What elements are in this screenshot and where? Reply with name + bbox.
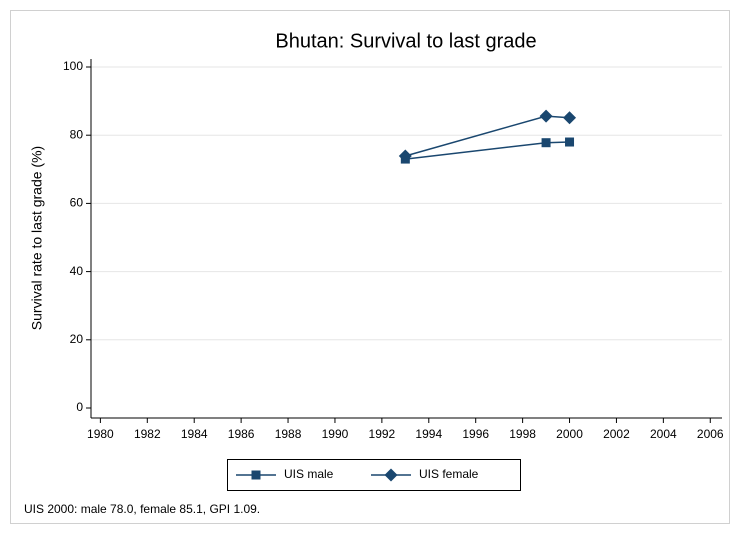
- x-tick-label: 1984: [181, 427, 208, 441]
- legend-marker: [384, 468, 398, 482]
- y-tick-label: 20: [70, 332, 84, 346]
- x-tick-label: 1982: [134, 427, 161, 441]
- y-tick-label: 80: [70, 127, 84, 141]
- x-tick-label: 1986: [228, 427, 255, 441]
- x-tick-label: 1988: [275, 427, 302, 441]
- x-tick-label: 1992: [369, 427, 396, 441]
- y-axis-label: Survival rate to last grade (%): [29, 146, 45, 330]
- chart-frame: [10, 10, 730, 524]
- x-tick-label: 1994: [415, 427, 442, 441]
- marker: [565, 137, 575, 147]
- x-tick-label: 2004: [650, 427, 677, 441]
- chart-title: Bhutan: Survival to last grade: [275, 30, 536, 52]
- x-tick-label: 2006: [697, 427, 724, 441]
- y-tick-label: 0: [76, 400, 83, 414]
- x-tick-label: 1998: [509, 427, 536, 441]
- marker: [541, 138, 551, 148]
- legend-marker: [251, 470, 261, 480]
- y-tick-label: 60: [70, 196, 84, 210]
- x-tick-label: 2000: [556, 427, 583, 441]
- note: UIS 2000: male 78.0, female 85.1, GPI 1.…: [24, 502, 260, 516]
- legend-label: UIS male: [284, 467, 334, 481]
- x-tick-label: 1980: [87, 427, 114, 441]
- y-tick-label: 40: [70, 264, 84, 278]
- x-tick-label: 1990: [322, 427, 349, 441]
- y-tick-label: 100: [63, 59, 83, 73]
- x-tick-label: 1996: [462, 427, 489, 441]
- marker: [563, 111, 577, 125]
- marker: [398, 149, 412, 163]
- x-tick-label: 2002: [603, 427, 630, 441]
- marker: [539, 109, 553, 123]
- legend-label: UIS female: [419, 467, 479, 481]
